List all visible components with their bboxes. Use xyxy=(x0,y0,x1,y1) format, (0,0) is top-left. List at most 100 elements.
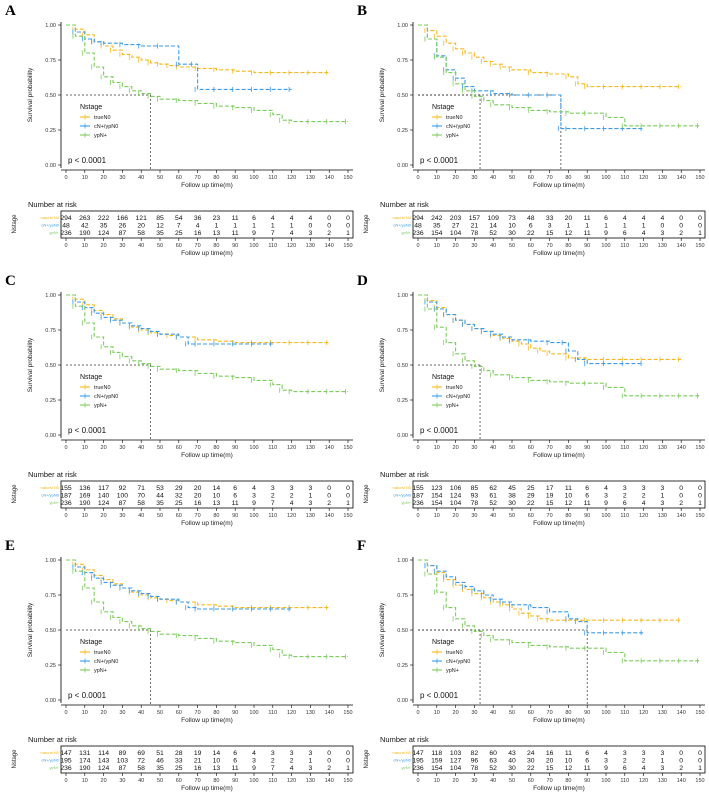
risk-table-cell: 14 xyxy=(489,223,497,230)
risk-table-row-label: cN+/ypN0 xyxy=(41,223,59,228)
x-tick-label: 100 xyxy=(249,710,258,716)
panel-label: F xyxy=(357,538,366,554)
p-value: p < 0.0001 xyxy=(420,426,459,435)
risk-table-cell: 36 xyxy=(194,215,202,222)
x-tick-label: 150 xyxy=(343,175,352,181)
risk-x-tick-label: 70 xyxy=(547,243,553,249)
legend-label: trueN0 xyxy=(94,650,111,656)
x-tick-label: 120 xyxy=(287,445,296,451)
risk-x-tick-label: 140 xyxy=(325,778,334,784)
legend-title: Nstage xyxy=(432,374,454,381)
risk-table-cell: 46 xyxy=(156,758,164,765)
risk-table-cell: 174 xyxy=(79,758,91,765)
y-axis-label: Survival probability xyxy=(379,337,386,392)
risk-x-tick-label: 90 xyxy=(232,778,238,784)
x-tick-label: 70 xyxy=(195,445,201,451)
risk-table-cell: 6 xyxy=(252,215,256,222)
risk-table-cell: 1 xyxy=(698,230,702,237)
x-tick-label: 40 xyxy=(490,710,496,716)
risk-table-cell: 3 xyxy=(604,493,608,500)
risk-x-tick-label: 60 xyxy=(528,243,534,249)
risk-table-cell: 10 xyxy=(508,223,516,230)
survival-curve-ypN+ xyxy=(66,559,348,658)
x-tick-label: 140 xyxy=(677,445,686,451)
x-axis-label: Follow up time(m) xyxy=(181,452,233,459)
x-tick-label: 30 xyxy=(119,445,125,451)
risk-table-row-label: natural N0 xyxy=(393,485,412,490)
risk-table-cell: 61 xyxy=(489,493,497,500)
risk-table-cell: 16 xyxy=(546,750,554,757)
risk-x-tick-label: 140 xyxy=(677,243,686,249)
p-value: p < 0.0001 xyxy=(420,691,459,700)
risk-table-cell: 195 xyxy=(60,758,72,765)
x-tick-label: 90 xyxy=(584,175,590,181)
risk-x-tick-label: 150 xyxy=(343,778,352,784)
risk-table-cell: 4 xyxy=(642,500,646,507)
risk-table-title: Number at risk xyxy=(28,470,77,479)
risk-table-row-label: cN+/ypN0 xyxy=(393,758,411,763)
survival-curve-trueN0 xyxy=(66,294,330,344)
risk-table-cell: 4 xyxy=(623,215,627,222)
legend-label: ypN+ xyxy=(446,668,459,674)
x-tick-label: 70 xyxy=(547,175,553,181)
x-tick-label: 50 xyxy=(157,175,163,181)
risk-table-cell: 43 xyxy=(508,750,516,757)
legend-label: trueN0 xyxy=(446,115,463,121)
legend-label: ypN+ xyxy=(94,668,107,674)
risk-x-tick-label: 100 xyxy=(249,513,258,519)
risk-x-tick-label: 60 xyxy=(176,513,182,519)
risk-table-cell: 21 xyxy=(194,758,202,765)
y-tick-label: 1.00 xyxy=(45,293,56,299)
x-tick-label: 0 xyxy=(64,710,67,716)
risk-table-cell: 29 xyxy=(527,493,535,500)
risk-x-tick-label: 30 xyxy=(471,243,477,249)
risk-table-cell: 2 xyxy=(642,758,646,765)
x-tick-label: 140 xyxy=(325,175,334,181)
risk-table-cell: 7 xyxy=(177,223,181,230)
risk-table-cell: 0 xyxy=(327,758,331,765)
risk-table-cell: 3 xyxy=(623,485,627,492)
risk-table-y-label: Nstage xyxy=(364,749,370,769)
risk-table-cell: 106 xyxy=(450,485,462,492)
survival-curve-trueN0 xyxy=(66,559,330,609)
risk-table-cell: 159 xyxy=(431,758,443,765)
risk-table-cell: 1 xyxy=(309,758,313,765)
risk-table-cell: 58 xyxy=(137,765,145,772)
risk-table-cell: 0 xyxy=(698,223,702,230)
risk-table-cell: 9 xyxy=(604,500,608,507)
y-tick-label: 0.25 xyxy=(45,663,56,669)
risk-table-cell: 0 xyxy=(346,215,350,222)
risk-table-cell: 14 xyxy=(213,485,221,492)
risk-table-cell: 236 xyxy=(60,765,72,772)
risk-table-cell: 6 xyxy=(233,493,237,500)
risk-table-cell: 2 xyxy=(623,493,627,500)
risk-table-cell: 190 xyxy=(79,500,91,507)
risk-table-cell: 9 xyxy=(252,230,256,237)
risk-table-cell: 157 xyxy=(469,215,481,222)
risk-table-cell: 3 xyxy=(661,750,665,757)
y-tick-label: 0.00 xyxy=(397,698,408,704)
risk-table-cell: 1 xyxy=(642,223,646,230)
risk-table-y-label: Nstage xyxy=(12,749,18,769)
risk-table-cell: 0 xyxy=(327,485,331,492)
risk-x-tick-label: 40 xyxy=(490,243,496,249)
risk-table-cell: 73 xyxy=(508,215,516,222)
risk-table-cell: 52 xyxy=(489,500,497,507)
legend-label: trueN0 xyxy=(446,650,463,656)
panel-label: E xyxy=(5,538,15,554)
risk-table-cell: 2 xyxy=(623,758,627,765)
risk-x-tick-label: 120 xyxy=(287,243,296,249)
risk-x-tick-label: 0 xyxy=(416,243,419,249)
risk-table-cell: 62 xyxy=(489,485,497,492)
x-axis-label: Follow up time(m) xyxy=(533,452,585,459)
risk-table-cell: 0 xyxy=(698,758,702,765)
x-tick-label: 90 xyxy=(232,710,238,716)
risk-x-tick-label: 40 xyxy=(138,778,144,784)
risk-table-cell: 187 xyxy=(412,493,424,500)
risk-x-tick-label: 30 xyxy=(119,778,125,784)
risk-table-cell: 3 xyxy=(661,765,665,772)
risk-table-cell: 0 xyxy=(698,215,702,222)
survival-curve-cN+/ypN0 xyxy=(418,294,644,365)
risk-table-cell: 38 xyxy=(508,493,516,500)
risk-table-cell: 0 xyxy=(679,223,683,230)
